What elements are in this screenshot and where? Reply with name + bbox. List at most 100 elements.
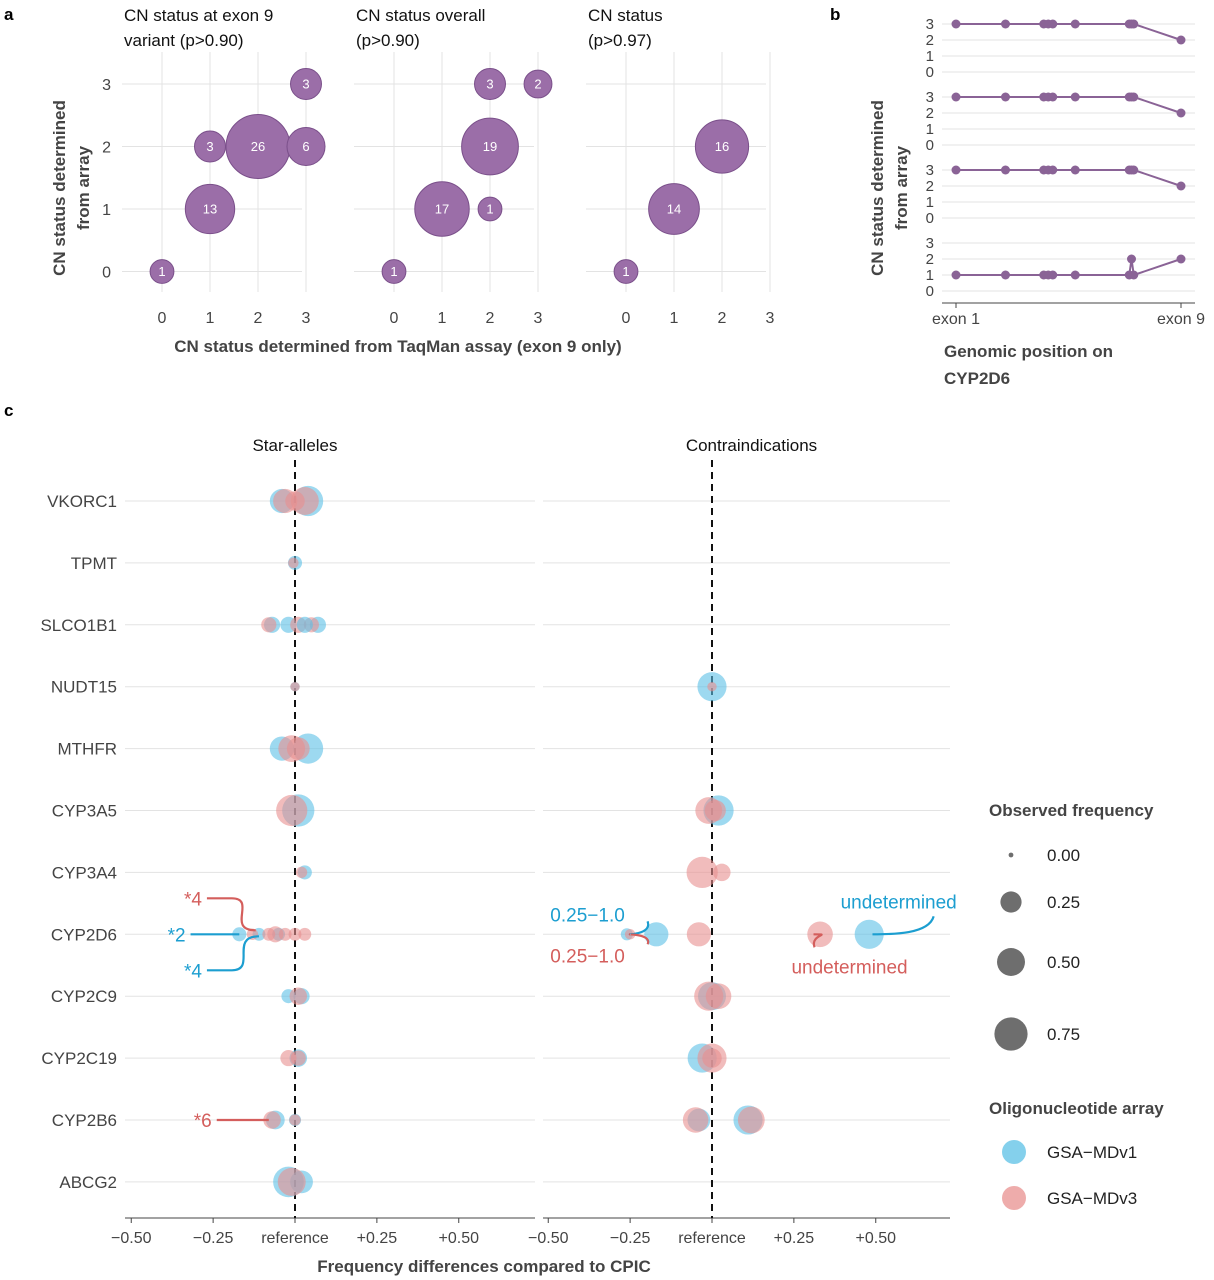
facet-title: CN status overall bbox=[356, 6, 485, 25]
cn-bubble-count: 1 bbox=[486, 202, 493, 217]
panel-a: a CN status at exon 9 variant (p>0.90) 0 1 2 3… bbox=[4, 5, 775, 356]
freq-diff-point bbox=[713, 863, 731, 882]
legend-color-key bbox=[1002, 1140, 1026, 1164]
cn-bubble-count: 3 bbox=[206, 139, 213, 154]
legend-size-key bbox=[1008, 852, 1014, 858]
cn-profile-point bbox=[1129, 165, 1139, 175]
cn-bubble bbox=[286, 126, 326, 167]
legend-size-label: 0.25 bbox=[1047, 893, 1080, 912]
cn-bubble bbox=[414, 181, 470, 237]
y-axis-title: from array bbox=[892, 145, 911, 230]
freq-diff-point bbox=[278, 927, 292, 941]
x-tick-label: 1 bbox=[438, 310, 447, 327]
freq-diff-point bbox=[290, 1050, 306, 1066]
cn-profile-point bbox=[1070, 19, 1080, 29]
cn-bubble-count: 19 bbox=[483, 139, 497, 154]
legend-color-key bbox=[1002, 1186, 1026, 1210]
x-axis-title: CYP2D6 bbox=[944, 369, 1010, 388]
freq-diff-point bbox=[295, 866, 308, 879]
y-axis-title: CN status determined bbox=[50, 100, 69, 276]
x-tick-label: 0 bbox=[158, 310, 167, 327]
cn-bubble bbox=[381, 259, 407, 284]
x-axis-title: Frequency differences compared to CPIC bbox=[317, 1257, 650, 1276]
y-tick-label: 2 bbox=[926, 32, 934, 49]
annotation-label: 0.25−1.0 bbox=[550, 946, 625, 967]
freq-facet-1: Contraindications −0.50 −0.25 reference +0.2… bbox=[528, 436, 957, 1247]
freq-diff-point bbox=[702, 1048, 722, 1068]
x-tick-label: exon 9 bbox=[1157, 311, 1205, 328]
x-tick-label: 2 bbox=[254, 310, 263, 327]
y-tick-label: 1 bbox=[926, 48, 934, 65]
x-tick-label: 2 bbox=[718, 310, 727, 327]
cn-profile-point bbox=[1176, 35, 1186, 45]
cn-profile-line bbox=[956, 169, 1182, 187]
legend-size-label: 0.50 bbox=[1047, 953, 1080, 972]
cn-bubble-count: 17 bbox=[435, 202, 449, 217]
cn-profile-point bbox=[951, 165, 961, 175]
cn-bubble-count: 16 bbox=[715, 139, 729, 154]
cn-profile-point bbox=[1127, 254, 1136, 264]
x-tick-label: reference bbox=[678, 1230, 746, 1247]
x-tick-label: +0.50 bbox=[439, 1230, 480, 1247]
x-tick-label: 3 bbox=[534, 310, 543, 327]
freq-diff-point bbox=[298, 927, 312, 941]
annotation-label: *2 bbox=[168, 925, 186, 946]
x-tick-label: 2 bbox=[486, 310, 495, 327]
cn-profile-point bbox=[1001, 19, 1010, 29]
facet-title: CN status bbox=[588, 6, 663, 25]
cn-bubble bbox=[184, 183, 236, 235]
cn-profile-point bbox=[951, 19, 961, 29]
cn-profile-point bbox=[1070, 270, 1080, 280]
cn-profile-point bbox=[1048, 165, 1058, 175]
y-tick-label: 1 bbox=[926, 121, 934, 138]
cn-bubble bbox=[694, 119, 750, 174]
x-tick-label: +0.25 bbox=[357, 1230, 398, 1247]
x-tick-label: reference bbox=[261, 1230, 329, 1247]
gene-label: TPMT bbox=[71, 554, 117, 573]
freq-diff-point bbox=[286, 737, 310, 760]
freq-diff-point bbox=[263, 1111, 281, 1129]
panel-label-b: b bbox=[830, 5, 840, 24]
cn-profile-point bbox=[1129, 19, 1139, 29]
cn-bubble-count: 2 bbox=[534, 77, 541, 92]
cn-bubble-count: 1 bbox=[158, 264, 165, 279]
y-tick-label: 0 bbox=[926, 137, 934, 154]
y-tick-label: 2 bbox=[926, 105, 934, 122]
y-tick-label: 2 bbox=[926, 178, 934, 195]
gene-label: CYP2D6 bbox=[51, 925, 117, 944]
freq-diff-point bbox=[289, 1114, 301, 1126]
freq-diff-point bbox=[296, 616, 313, 633]
x-tick-label: −0.50 bbox=[111, 1230, 152, 1247]
cn-facet-0: CN status at exon 9 variant (p>0.90) 0 1 2 3 1… bbox=[122, 6, 326, 327]
legend: Observed frequency 0.00 0.25 0.50 0.75 Oligon… bbox=[989, 801, 1164, 1210]
legend-size-key bbox=[997, 948, 1025, 976]
x-tick-label: 3 bbox=[766, 310, 775, 327]
y-tick-label: 3 bbox=[926, 162, 934, 179]
cn-bubble bbox=[613, 259, 639, 284]
gene-label: CYP2C19 bbox=[41, 1049, 117, 1068]
legend-color-label: GSA−MDv1 bbox=[1047, 1143, 1137, 1162]
legend-color-label: GSA−MDv3 bbox=[1047, 1189, 1137, 1208]
freq-diff-point bbox=[644, 922, 669, 947]
x-tick-label: −0.25 bbox=[610, 1230, 651, 1247]
gene-label: ABCG2 bbox=[59, 1173, 117, 1192]
cn-profile-point bbox=[1070, 92, 1080, 102]
cn-profile-point bbox=[1129, 92, 1139, 102]
y-tick-label: 0 bbox=[926, 283, 934, 300]
cn-bubble bbox=[461, 117, 519, 176]
cn-bubble-count: 6 bbox=[302, 139, 309, 154]
panel-label-c: c bbox=[4, 401, 13, 420]
cn-profile-point bbox=[951, 92, 961, 102]
annotation-leader-line bbox=[812, 933, 823, 948]
freq-diff-point bbox=[686, 922, 712, 947]
cn-profile-line bbox=[956, 23, 1182, 41]
panel-label-a: a bbox=[4, 5, 14, 24]
cn-profile-point bbox=[1176, 181, 1186, 191]
x-tick-label: 1 bbox=[206, 310, 215, 327]
freq-diff-point bbox=[288, 927, 302, 941]
legend-size-label: 0.75 bbox=[1047, 1025, 1080, 1044]
annotation-label: undetermined bbox=[791, 957, 907, 978]
annotation-label: *4 bbox=[184, 889, 202, 910]
